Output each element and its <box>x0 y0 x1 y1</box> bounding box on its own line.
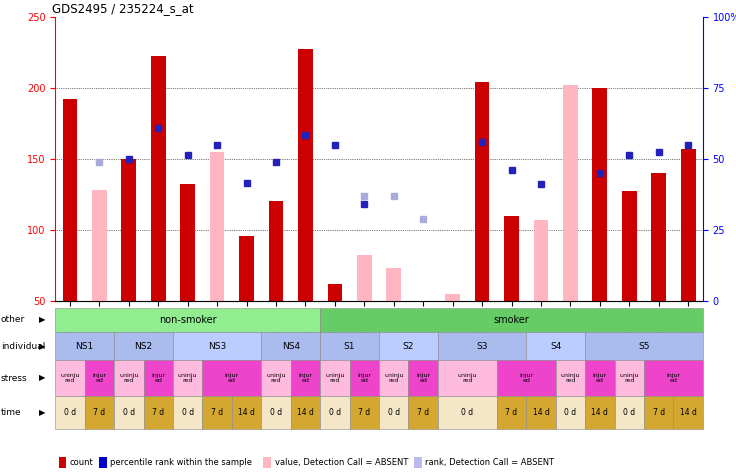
Text: 0 d: 0 d <box>123 408 135 417</box>
Bar <box>298 49 313 301</box>
Text: uninju
red: uninju red <box>620 373 639 383</box>
Text: uninju
red: uninju red <box>325 373 344 383</box>
Bar <box>681 149 696 301</box>
Text: NS2: NS2 <box>135 342 152 350</box>
Text: injur
ed: injur ed <box>224 373 239 383</box>
Text: injur
ed: injur ed <box>151 373 166 383</box>
Text: 7 d: 7 d <box>152 408 164 417</box>
Text: injur
ed: injur ed <box>357 373 372 383</box>
Text: 14 d: 14 d <box>680 408 696 417</box>
Bar <box>121 159 136 301</box>
Text: S5: S5 <box>638 342 650 350</box>
Bar <box>210 152 224 301</box>
Text: 0 d: 0 d <box>329 408 341 417</box>
Text: 7 d: 7 d <box>211 408 223 417</box>
Text: uninju
red: uninju red <box>178 373 197 383</box>
Bar <box>475 82 489 301</box>
Text: non-smoker: non-smoker <box>159 315 216 325</box>
Bar <box>504 216 519 301</box>
Bar <box>269 201 283 301</box>
Text: time: time <box>1 408 21 417</box>
Bar <box>534 220 548 301</box>
Text: other: other <box>1 316 25 324</box>
Text: uninju
red: uninju red <box>60 373 79 383</box>
Text: uninju
red: uninju red <box>266 373 286 383</box>
Text: uninju
red: uninju red <box>561 373 580 383</box>
Text: 7 d: 7 d <box>417 408 429 417</box>
Bar <box>328 284 342 301</box>
Text: S3: S3 <box>476 342 488 350</box>
Text: 14 d: 14 d <box>297 408 314 417</box>
Text: 0 d: 0 d <box>388 408 400 417</box>
Text: ▶: ▶ <box>40 316 46 324</box>
Text: 0 d: 0 d <box>64 408 76 417</box>
Bar <box>592 88 607 301</box>
Bar <box>357 255 372 301</box>
Text: injur
ed: injur ed <box>92 373 107 383</box>
Bar <box>151 56 166 301</box>
Bar <box>563 85 578 301</box>
Text: ▶: ▶ <box>40 374 46 383</box>
Text: 7 d: 7 d <box>506 408 517 417</box>
Text: NS3: NS3 <box>208 342 226 350</box>
Text: count: count <box>70 458 93 467</box>
Text: stress: stress <box>1 374 27 383</box>
Text: injur
ed: injur ed <box>519 373 534 383</box>
Text: S4: S4 <box>550 342 562 350</box>
Text: 14 d: 14 d <box>533 408 549 417</box>
Text: 7 d: 7 d <box>93 408 105 417</box>
Bar <box>63 99 77 301</box>
Bar <box>180 184 195 301</box>
Text: rank, Detection Call = ABSENT: rank, Detection Call = ABSENT <box>425 458 554 467</box>
Text: 0 d: 0 d <box>565 408 576 417</box>
Bar <box>622 191 637 301</box>
Text: S1: S1 <box>344 342 355 350</box>
Text: injur
ed: injur ed <box>298 373 313 383</box>
Bar <box>651 173 666 301</box>
Text: percentile rank within the sample: percentile rank within the sample <box>110 458 252 467</box>
Text: 0 d: 0 d <box>623 408 635 417</box>
Bar <box>445 294 460 301</box>
Text: uninju
red: uninju red <box>458 373 477 383</box>
Text: 7 d: 7 d <box>358 408 370 417</box>
Bar <box>92 190 107 301</box>
Text: GDS2495 / 235224_s_at: GDS2495 / 235224_s_at <box>52 2 194 16</box>
Text: uninju
red: uninju red <box>384 373 403 383</box>
Text: 7 d: 7 d <box>653 408 665 417</box>
Text: NS4: NS4 <box>282 342 300 350</box>
Text: S2: S2 <box>403 342 414 350</box>
Text: 0 d: 0 d <box>270 408 282 417</box>
Text: ▶: ▶ <box>40 342 46 350</box>
Text: 0 d: 0 d <box>182 408 194 417</box>
Text: 0 d: 0 d <box>461 408 473 417</box>
Text: 14 d: 14 d <box>592 408 608 417</box>
Text: uninju
red: uninju red <box>119 373 138 383</box>
Text: smoker: smoker <box>494 315 529 325</box>
Text: injur
ed: injur ed <box>416 373 431 383</box>
Text: 14 d: 14 d <box>238 408 255 417</box>
Text: ▶: ▶ <box>40 408 46 417</box>
Text: value, Detection Call = ABSENT: value, Detection Call = ABSENT <box>275 458 408 467</box>
Text: injur
ed: injur ed <box>666 373 681 383</box>
Bar <box>386 268 401 301</box>
Text: injur
ed: injur ed <box>592 373 607 383</box>
Text: NS1: NS1 <box>76 342 93 350</box>
Text: individual: individual <box>1 342 45 350</box>
Bar <box>239 236 254 301</box>
